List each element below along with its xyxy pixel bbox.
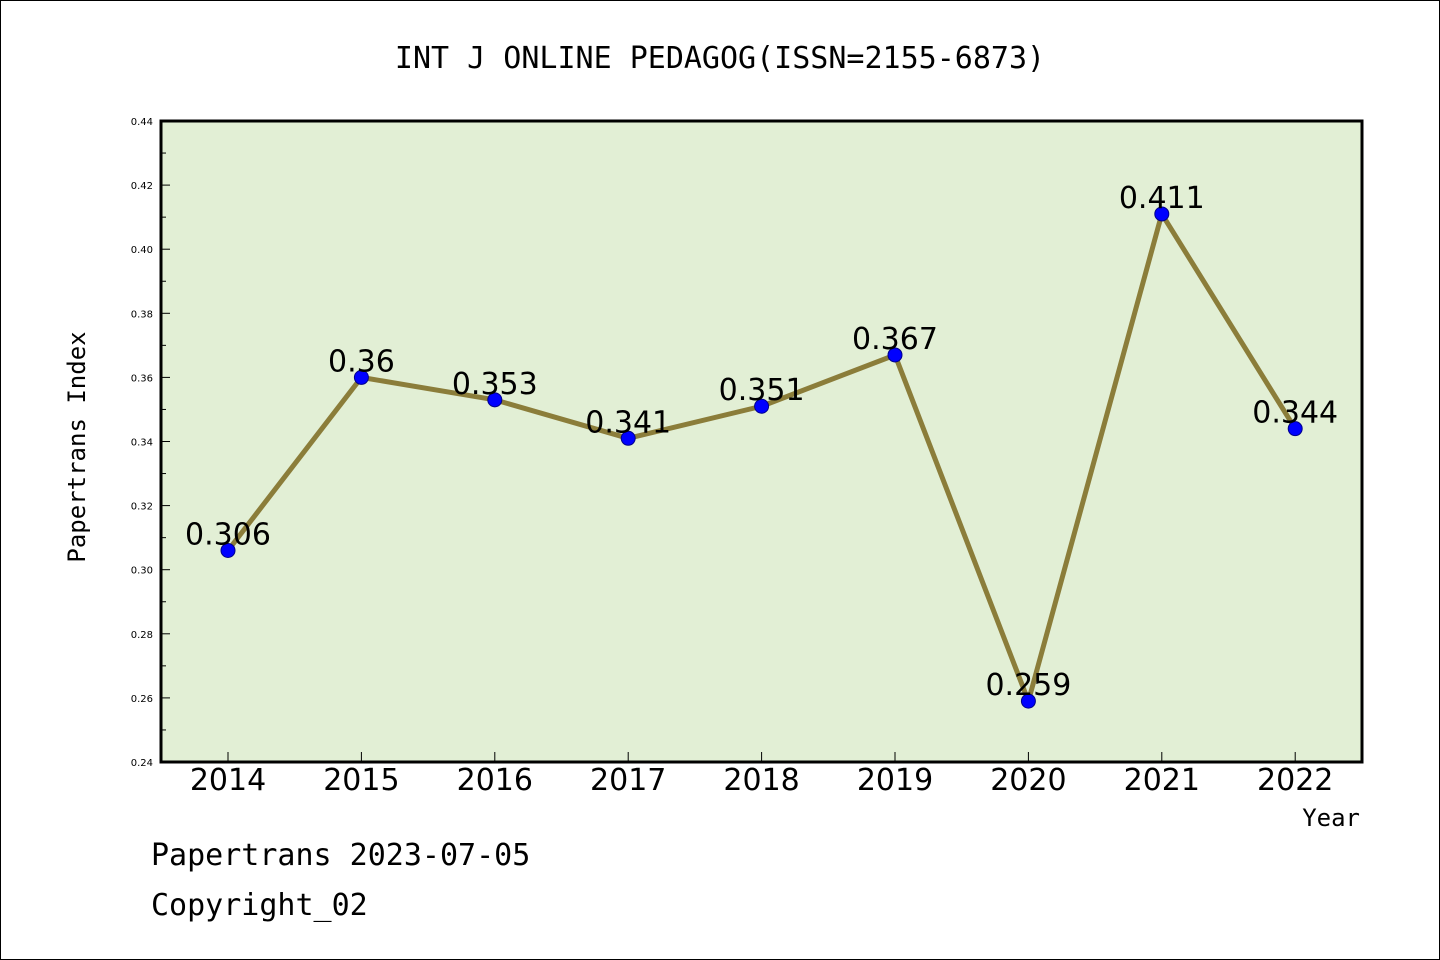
- y-axis: 0.24 0.26 0.28 0.30 0.32 0.34 0.36 0.38 0.40 0.42…: [131, 117, 170, 769]
- x-axis: 2014 2015 2016 2017 2018 2019 2020 2021 2022: [190, 752, 1333, 798]
- y-axis-label: Papertrans Index: [63, 331, 91, 562]
- x-tick-label: 2018: [723, 763, 799, 798]
- chart-title: INT J ONLINE PEDAGOG(ISSN=2155-6873): [395, 41, 1045, 76]
- y-tick-label: 0.32: [131, 502, 153, 513]
- y-tick-label: 0.30: [131, 566, 153, 577]
- data-label: 0.341: [585, 405, 671, 440]
- x-tick-label: 2019: [857, 763, 933, 798]
- y-tick-label: 0.38: [131, 309, 153, 320]
- data-point: [1020, 693, 1036, 709]
- data-point: [887, 347, 903, 363]
- data-point: [754, 398, 770, 414]
- data-point: [487, 392, 503, 408]
- x-tick-label: 2015: [323, 763, 399, 798]
- data-label: 0.353: [452, 367, 538, 402]
- y-tick-label: 0.44: [131, 117, 153, 128]
- y-tick-label: 0.24: [131, 758, 153, 769]
- series-group: 0.306 0.36 0.353 0.341 0.351 0.367 0.259 0.411 0…: [185, 181, 1338, 709]
- data-point: [353, 369, 369, 385]
- data-label: 0.306: [185, 517, 271, 552]
- data-point: [220, 542, 236, 558]
- data-label: 0.367: [852, 322, 938, 357]
- y-tick-label: 0.40: [131, 245, 153, 256]
- y-tick-label: 0.36: [131, 373, 153, 384]
- x-axis-label: Year: [1302, 804, 1360, 832]
- y-tick-label: 0.42: [131, 181, 153, 192]
- y-tick-label: 0.34: [131, 438, 153, 449]
- data-label: 0.351: [719, 373, 805, 408]
- x-tick-label: 2016: [457, 763, 533, 798]
- footer-date: Papertrans 2023-07-05: [151, 838, 530, 873]
- data-label: 0.344: [1252, 396, 1338, 431]
- data-label: 0.259: [985, 668, 1071, 703]
- y-tick-label: 0.26: [131, 694, 153, 705]
- y-tick-label: 0.28: [131, 630, 153, 641]
- x-tick-label: 2021: [1124, 763, 1200, 798]
- data-label: 0.36: [328, 344, 395, 379]
- x-tick-label: 2017: [590, 763, 666, 798]
- data-label: 0.411: [1119, 181, 1205, 216]
- data-point: [1287, 421, 1303, 437]
- footer-copyright: Copyright_02: [151, 888, 368, 923]
- data-point: [1154, 206, 1170, 222]
- x-tick-label: 2020: [990, 763, 1066, 798]
- data-point: [620, 430, 636, 446]
- x-tick-label: 2022: [1257, 763, 1333, 798]
- plot-area: [159, 119, 1364, 764]
- x-tick-label: 2014: [190, 763, 266, 798]
